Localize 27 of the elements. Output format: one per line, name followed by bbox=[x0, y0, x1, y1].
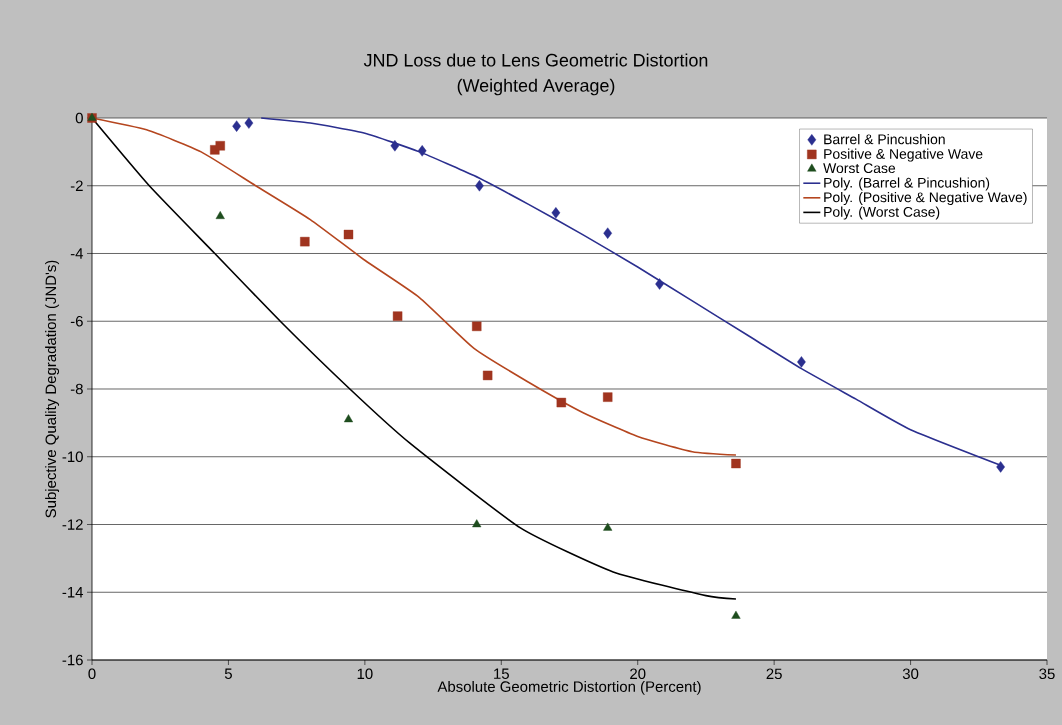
y-tick-label: -14 bbox=[62, 587, 84, 598]
y-axis-title: Subjective Quality Degradation (JND's) bbox=[45, 260, 60, 518]
chart-subtitle: (Weighted Average) bbox=[457, 78, 615, 96]
x-tick-label: 35 bbox=[1039, 668, 1055, 680]
legend-label: Positive & Negative Wave bbox=[824, 148, 983, 162]
legend-label: Poly. (Barrel & Pincushion) bbox=[824, 177, 990, 191]
x-tick-label: 0 bbox=[88, 668, 96, 680]
legend-label: Worst Case bbox=[823, 163, 896, 174]
legend-label: Poly. (Worst Case) bbox=[824, 206, 940, 220]
x-tick-label: 25 bbox=[766, 668, 782, 680]
x-tick-label: 15 bbox=[494, 668, 509, 679]
x-tick-label: 10 bbox=[357, 668, 373, 680]
y-tick-label: -2 bbox=[70, 180, 83, 191]
y-tick-label: -10 bbox=[62, 451, 83, 463]
y-tick-label: -16 bbox=[62, 654, 83, 666]
x-tick-label: 30 bbox=[902, 668, 919, 680]
y-tick-label: -6 bbox=[70, 315, 83, 327]
y-tick-label: -12 bbox=[62, 519, 83, 530]
y-tick-label: -4 bbox=[70, 248, 84, 259]
legend-label: Barrel & Pincushion bbox=[824, 134, 945, 145]
legend-label: Poly. (Positive & Negative Wave) bbox=[824, 192, 1027, 205]
y-tick-label: 0 bbox=[75, 112, 83, 124]
y-tick-label: -8 bbox=[70, 383, 83, 395]
x-tick-label: 20 bbox=[630, 668, 646, 680]
chart-title: JND Loss due to Lens Geometric Distortion bbox=[363, 53, 708, 67]
x-tick-label: 5 bbox=[224, 668, 232, 679]
x-axis-title: Absolute Geometric Distortion (Percent) bbox=[437, 680, 701, 695]
